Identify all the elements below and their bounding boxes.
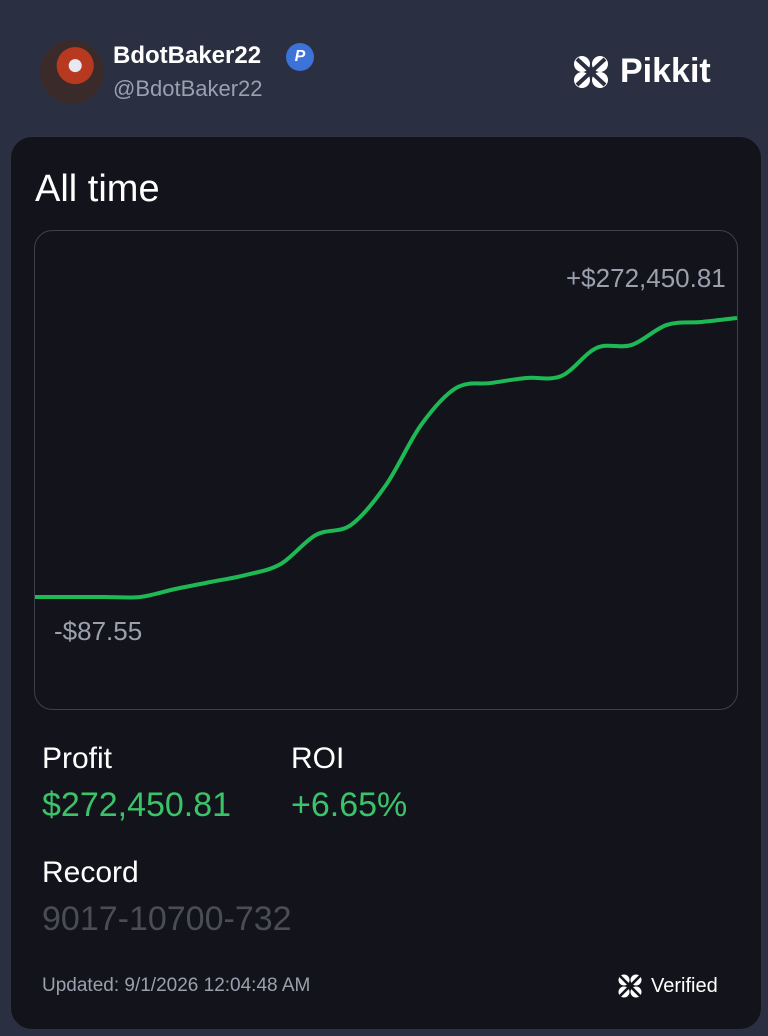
roi-label: ROI <box>291 742 345 775</box>
avatar <box>40 40 104 104</box>
user-handle: @BdotBaker22 <box>113 76 263 101</box>
record-value: 9017-10700-732 <box>42 900 292 938</box>
min-label: -$87.55 <box>54 616 142 646</box>
updated-text: Updated: 9/1/2026 12:04:48 AM <box>42 975 311 996</box>
chart-frame <box>34 230 738 710</box>
verified-badge: P <box>286 43 314 71</box>
plot: +$272,450.81 -$87.55 <box>35 263 738 646</box>
profit-value: $272,450.81 <box>42 786 232 824</box>
card <box>10 136 762 1030</box>
user-name: BdotBaker22 <box>113 42 262 69</box>
profit-label: Profit <box>42 742 113 775</box>
brand-logo <box>574 56 608 88</box>
verified-text: Verified <box>651 975 718 997</box>
card-title: All time <box>35 168 160 210</box>
roi-value: +6.65% <box>291 786 408 824</box>
profit-line <box>35 316 738 600</box>
verified-icon <box>618 974 642 998</box>
max-label: +$272,450.81 <box>566 263 726 293</box>
brand-name: Pikkit <box>620 52 711 90</box>
record-label: Record <box>42 856 139 889</box>
chart: +$272,450.81 -$87.55 <box>34 230 738 710</box>
